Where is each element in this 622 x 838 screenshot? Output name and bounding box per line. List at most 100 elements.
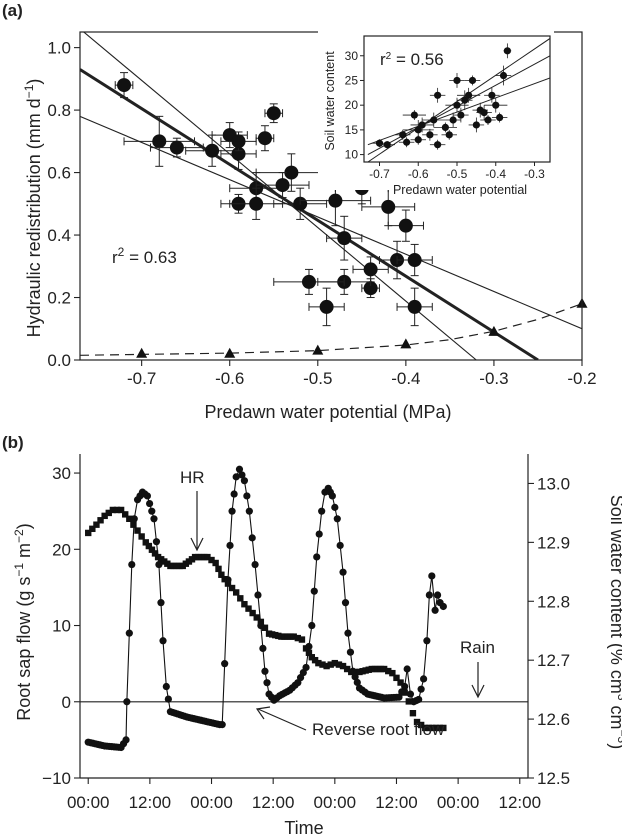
inset-circle-marker — [403, 138, 411, 146]
circle-marker — [224, 576, 232, 584]
square-marker — [311, 656, 319, 664]
inset-data-point — [495, 65, 512, 86]
inset-circle-marker — [414, 126, 422, 134]
panel-a-chart: (a) -0.7 -0.6 -0.5 -0.4 -0.3 -0.2 0.00.20.40.… — [2, 1, 597, 422]
inset-r2-annotation: r2 = 0.56 — [380, 50, 444, 69]
x-tick-label: 12:00 — [252, 793, 295, 812]
x-tick-label: 00:00 — [67, 793, 110, 812]
inset-data-point — [429, 139, 446, 150]
square-marker — [145, 542, 153, 550]
circle-marker — [417, 685, 425, 693]
circle-marker — [259, 644, 267, 653]
inset-data-point — [422, 128, 438, 141]
circle-marker — [353, 678, 361, 687]
panel-b-soil-water-series — [85, 506, 447, 732]
circle-marker — [415, 695, 423, 704]
square-marker — [393, 674, 400, 682]
circle-marker — [428, 572, 436, 580]
square-marker — [113, 506, 121, 514]
inset-data-point — [402, 110, 426, 120]
circle-marker — [313, 553, 321, 561]
panel-b-x-ticks: 00:00 12:00 00:00 12:00 00:00 12:00 00:00 12:00 — [67, 778, 541, 812]
inset-circle-marker — [414, 136, 422, 144]
x-tick-label: 00:00 — [314, 793, 357, 812]
circle-marker — [336, 541, 344, 550]
circle-marker — [231, 134, 246, 149]
circle-marker — [152, 538, 161, 546]
circle-marker — [240, 477, 249, 485]
inset-x-tick-label: -0.5 — [447, 167, 468, 181]
circle-marker — [439, 602, 447, 611]
square-marker — [148, 546, 156, 553]
circle-marker — [117, 78, 132, 93]
data-point — [308, 287, 345, 327]
circle-marker — [122, 736, 130, 744]
data-point — [326, 215, 363, 261]
triangle-point — [312, 344, 324, 355]
square-marker — [89, 525, 96, 533]
square-marker — [85, 529, 92, 537]
circle-marker — [245, 507, 253, 515]
inset-data-point — [480, 115, 496, 125]
square-marker — [440, 724, 447, 732]
data-point — [396, 243, 433, 277]
right-y-tick-label: 12.7 — [537, 651, 570, 670]
panel-a-x-axis-label: Predawn water potential (MPa) — [204, 402, 451, 422]
square-marker — [241, 601, 248, 608]
inset-data-point — [429, 87, 446, 103]
circle-marker — [257, 131, 272, 146]
y-tick-label: 30 — [52, 464, 71, 483]
circle-marker — [257, 621, 265, 630]
inset-x-tick-label: -0.7 — [369, 167, 390, 181]
inset-circle-marker — [399, 131, 407, 139]
x-tick-label: 12:00 — [375, 793, 418, 812]
square-marker — [294, 634, 302, 642]
square-marker — [409, 710, 417, 717]
panel-a-inset: -0.7 -0.6 -0.5 -0.4 -0.3 10 15 20 25 30 r2 = 0.5… — [318, 30, 554, 197]
inset-circle-marker — [375, 139, 384, 147]
x-tick-label: -0.4 — [391, 369, 420, 388]
confidence-line — [80, 115, 582, 330]
panel-a-y-ticks: 0.0 0.2 0.4 0.6 0.8 1.0 — [47, 39, 80, 370]
data-point — [273, 268, 345, 295]
square-marker — [380, 665, 388, 673]
square-marker — [305, 649, 313, 657]
circle-marker — [123, 698, 131, 706]
circle-marker — [148, 507, 156, 515]
square-marker — [429, 724, 436, 732]
square-marker — [138, 533, 145, 540]
data-point — [114, 72, 134, 99]
y-tick-label: 0.2 — [47, 289, 71, 308]
inset-y-tick-label: 10 — [345, 148, 359, 162]
inset-circle-marker — [449, 116, 457, 124]
inset-data-point — [491, 112, 508, 123]
square-marker — [218, 571, 225, 578]
data-point — [264, 103, 284, 124]
inset-x-tick-label: -0.6 — [408, 167, 429, 181]
inset-data-points — [371, 43, 512, 150]
circle-marker — [308, 621, 316, 630]
right-y-tick-label: 13.0 — [537, 474, 570, 493]
inset-circle-marker — [434, 141, 442, 149]
data-point — [229, 187, 284, 220]
panel-a-x-ticks: -0.7 -0.6 -0.5 -0.4 -0.3 -0.2 — [127, 360, 597, 388]
square-marker — [397, 679, 404, 686]
circle-marker — [221, 660, 229, 668]
panel-b-right-y-ticks: 12.5 12.6 12.7 12.8 12.9 13.0 — [528, 474, 570, 788]
inset-circle-marker — [445, 131, 453, 139]
reverse-flow-arrow — [255, 706, 307, 731]
inset-circle-marker — [426, 131, 434, 139]
circle-marker — [344, 629, 352, 637]
circle-marker — [401, 682, 409, 691]
inset-circle-marker — [383, 141, 391, 149]
panel-b-x-axis-label: Time — [284, 818, 323, 838]
circle-marker — [433, 591, 442, 599]
circle-marker — [328, 492, 336, 500]
inset-circle-marker — [488, 91, 496, 99]
inset-circle-marker — [484, 116, 492, 124]
inset-data-point — [445, 112, 461, 128]
panel-b-left-y-axis-label: Root sap flow (g s−1 m−2) — [12, 523, 34, 720]
square-marker — [101, 512, 108, 520]
circle-marker — [337, 231, 352, 246]
inset-circle-marker — [441, 123, 449, 132]
